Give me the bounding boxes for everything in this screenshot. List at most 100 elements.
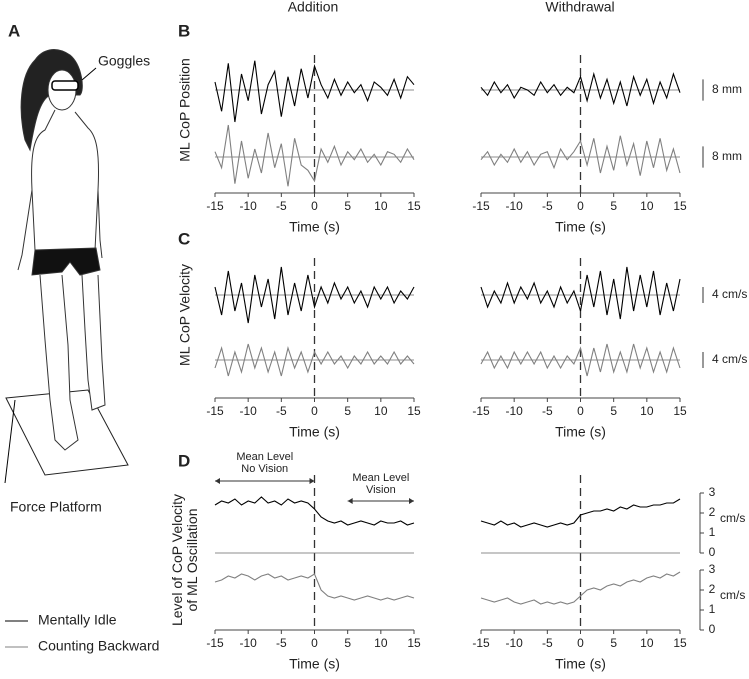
x-tick-label: -10 (505, 636, 523, 650)
scale-bar-label: 4 cm/s (712, 352, 747, 366)
woman-illustration (4, 49, 129, 484)
torso (31, 109, 99, 256)
x-tick-label: 5 (344, 404, 351, 418)
y-tick-label: 0 (709, 545, 716, 559)
y-tick-label: 3 (709, 485, 716, 499)
y-tick-label: 1 (709, 602, 716, 616)
trace (214, 573, 415, 601)
x-tick-label: 0 (577, 199, 584, 213)
x-tick-label: 5 (610, 404, 617, 418)
panel-label: C (178, 229, 190, 248)
leg-right (81, 274, 106, 411)
x-tick-label: 15 (673, 636, 687, 650)
x-axis-label: Time (s) (289, 219, 340, 235)
scale-bar-label: 8 mm (712, 82, 742, 96)
x-tick-label: 10 (374, 636, 388, 650)
x-tick-label: -5 (542, 199, 553, 213)
x-tick-label: -15 (206, 636, 224, 650)
y-unit: cm/s (720, 511, 745, 525)
x-tick-label: -15 (472, 636, 490, 650)
trace (214, 343, 415, 377)
x-tick-label: -5 (276, 199, 287, 213)
x-tick-label: 10 (374, 199, 388, 213)
x-tick-label: 15 (407, 404, 421, 418)
x-tick-label: -10 (505, 404, 523, 418)
x-tick-label: 0 (311, 404, 318, 418)
y-tick-label: 2 (709, 505, 716, 519)
x-tick-label: 15 (673, 199, 687, 213)
x-axis-label: Time (s) (555, 656, 606, 672)
y-axis-label: of ML Oscillation (184, 509, 200, 612)
arm-right (97, 189, 103, 259)
x-tick-label: -10 (505, 199, 523, 213)
leg-left (39, 274, 79, 451)
y-unit: cm/s (720, 588, 745, 602)
x-tick-label: 10 (640, 199, 654, 213)
x-tick-label: -15 (472, 404, 490, 418)
trace (480, 571, 681, 605)
column-title: Withdrawal (545, 0, 614, 15)
platform-pointer (4, 399, 16, 484)
trace (480, 266, 681, 320)
scale-bar-label: 8 mm (712, 149, 742, 163)
x-tick-label: 15 (407, 199, 421, 213)
panel-label: B (178, 21, 190, 40)
trace (214, 266, 415, 324)
legend-label: Mentally Idle (38, 612, 117, 628)
y-axis-label: ML CoP Velocity (177, 264, 193, 366)
x-tick-label: 10 (374, 404, 388, 418)
x-axis-label: Time (s) (555, 219, 606, 235)
x-tick-label: 5 (344, 636, 351, 650)
x-tick-label: 10 (640, 636, 654, 650)
x-tick-label: 15 (407, 636, 421, 650)
arm-left (17, 189, 33, 271)
y-axis-label: Level of CoP Velocity (169, 494, 185, 626)
annotation: Mean Level (352, 472, 409, 484)
x-tick-label: -5 (276, 404, 287, 418)
x-tick-label: -5 (276, 636, 287, 650)
panel-label: D (178, 451, 190, 470)
x-tick-label: 15 (673, 404, 687, 418)
y-tick-label: 1 (709, 525, 716, 539)
arrow-head (215, 478, 220, 484)
column-title: Addition (288, 0, 339, 15)
x-axis-label: Time (s) (289, 656, 340, 672)
annotation: No Vision (241, 463, 288, 475)
x-tick-label: -5 (542, 636, 553, 650)
legend-label: Counting Backward (38, 638, 159, 654)
goggles-label: Goggles (98, 53, 150, 69)
arrow-head (409, 498, 414, 504)
goggles-pointer (81, 67, 97, 81)
x-tick-label: -15 (206, 404, 224, 418)
goggles-shape (51, 80, 79, 91)
y-tick-label: 0 (709, 622, 716, 636)
x-tick-label: 10 (640, 404, 654, 418)
x-axis-label: Time (s) (555, 424, 606, 440)
annotation: Mean Level (236, 451, 293, 463)
x-tick-label: -15 (472, 199, 490, 213)
arrow-head (309, 478, 315, 484)
x-tick-label: 0 (311, 199, 318, 213)
annotation: Vision (366, 484, 396, 496)
x-axis-label: Time (s) (289, 424, 340, 440)
y-tick-label: 3 (709, 562, 716, 576)
x-tick-label: 5 (610, 636, 617, 650)
x-tick-label: 5 (610, 199, 617, 213)
trace (480, 498, 681, 528)
trace (480, 71, 681, 107)
x-tick-label: 5 (344, 199, 351, 213)
trace (214, 124, 415, 187)
x-tick-label: -5 (542, 404, 553, 418)
x-tick-label: -15 (206, 199, 224, 213)
y-tick-label: 2 (709, 582, 716, 596)
x-tick-label: 0 (577, 404, 584, 418)
x-tick-label: -10 (239, 404, 257, 418)
y-axis-label: ML CoP Position (177, 58, 193, 162)
panel-label: A (8, 21, 20, 40)
shorts (31, 247, 101, 276)
trace (480, 343, 681, 377)
trace (214, 60, 415, 123)
x-tick-label: -10 (239, 199, 257, 213)
trace (480, 135, 681, 176)
